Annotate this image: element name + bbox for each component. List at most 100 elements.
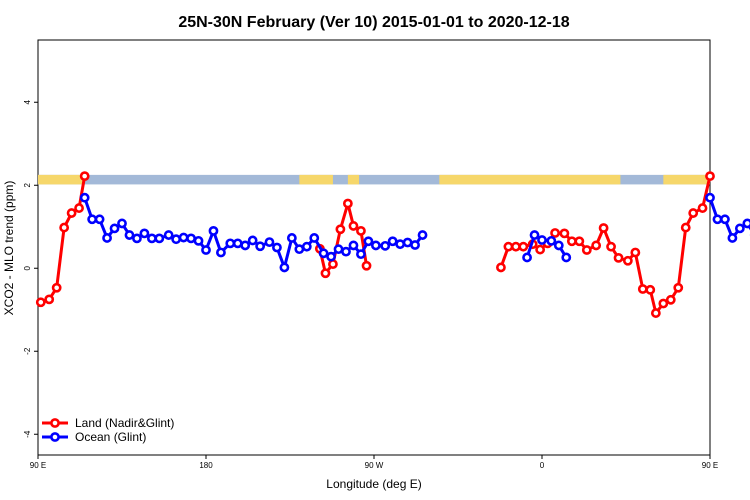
data-point	[720, 214, 730, 225]
series-0	[35, 171, 715, 318]
data-point	[154, 233, 165, 244]
data-point	[59, 222, 70, 233]
data-point	[688, 208, 699, 218]
data-point	[124, 230, 135, 240]
x-axis-ticks: 90 E 180 90 W 0 90 E	[30, 455, 718, 470]
data-point	[637, 284, 648, 294]
data-point	[518, 241, 529, 252]
data-point	[712, 214, 723, 225]
land-band-1	[299, 174, 333, 185]
data-point	[380, 240, 391, 251]
data-point	[645, 284, 656, 295]
data-point	[208, 225, 219, 236]
data-point	[320, 268, 331, 279]
legend: Land (Nadir&Glint)Ocean (Glint)	[42, 416, 174, 444]
data-point	[529, 230, 540, 240]
data-point	[264, 237, 275, 248]
data-point	[286, 233, 297, 243]
land-band-2	[347, 174, 360, 185]
data-point	[79, 171, 90, 182]
data-point	[342, 198, 353, 209]
ocean-band	[38, 174, 710, 185]
data-point	[272, 242, 282, 253]
data-point	[348, 240, 359, 251]
data-point	[673, 282, 684, 293]
data-point	[734, 223, 745, 234]
data-point	[109, 223, 120, 234]
data-point	[51, 282, 62, 293]
data-point	[171, 234, 182, 245]
data-point	[247, 235, 258, 246]
data-point	[598, 223, 609, 233]
data-point	[139, 228, 150, 239]
data-point	[186, 233, 196, 244]
data-point	[697, 203, 708, 213]
data-point	[193, 235, 204, 246]
data-point	[240, 240, 251, 251]
land-band-4	[663, 174, 710, 185]
data-point	[522, 252, 532, 263]
y-tick-label: 4	[23, 99, 32, 104]
data-point	[44, 294, 55, 305]
data-point	[553, 240, 564, 251]
data-point	[606, 241, 616, 252]
data-point	[348, 221, 359, 231]
x-tick-label: 90 E	[702, 461, 718, 470]
legend-marker	[50, 432, 60, 442]
surface-band	[38, 174, 710, 185]
data-point	[559, 228, 570, 239]
series-layer	[35, 171, 750, 318]
legend-label: Land (Nadir&Glint)	[75, 416, 174, 430]
data-point	[650, 308, 661, 318]
data-point	[510, 241, 521, 252]
y-axis-label: XCO2 - MLO trend (ppm)	[2, 181, 16, 316]
data-point	[335, 224, 346, 235]
data-point	[370, 240, 381, 251]
data-point	[680, 222, 691, 233]
data-point	[496, 262, 506, 273]
data-point	[356, 249, 366, 260]
data-point	[574, 236, 585, 247]
data-point	[705, 171, 715, 182]
data-point	[301, 241, 312, 252]
data-point	[546, 235, 557, 246]
data-point	[66, 208, 77, 218]
y-tick-label: -2	[23, 347, 32, 355]
data-point	[630, 247, 641, 258]
data-point	[225, 238, 236, 249]
data-point	[613, 252, 624, 263]
data-point	[395, 239, 406, 250]
x-tick-label: 0	[540, 461, 545, 470]
data-point	[232, 238, 243, 249]
data-point	[163, 230, 174, 240]
data-point	[361, 260, 372, 271]
data-point	[356, 225, 366, 236]
data-point	[146, 233, 157, 244]
data-point	[333, 244, 344, 255]
data-point	[402, 237, 413, 248]
legend-marker	[50, 418, 60, 428]
data-point	[201, 245, 211, 255]
data-point	[561, 252, 572, 263]
data-point	[581, 245, 592, 255]
data-point	[318, 248, 329, 259]
data-point	[328, 259, 338, 269]
land-band-0	[38, 174, 83, 185]
data-point	[535, 244, 546, 255]
data-point	[591, 240, 602, 251]
data-point	[35, 297, 46, 308]
data-point	[417, 230, 428, 240]
data-point	[387, 236, 398, 247]
data-point	[132, 233, 142, 244]
data-point	[178, 232, 189, 243]
data-point	[658, 298, 669, 309]
data-point	[216, 247, 226, 258]
data-point	[255, 241, 266, 252]
data-point	[410, 240, 420, 250]
data-point	[341, 246, 351, 257]
data-point	[503, 241, 514, 252]
series-line	[318, 202, 369, 275]
data-point	[74, 203, 84, 213]
data-point	[117, 218, 127, 229]
